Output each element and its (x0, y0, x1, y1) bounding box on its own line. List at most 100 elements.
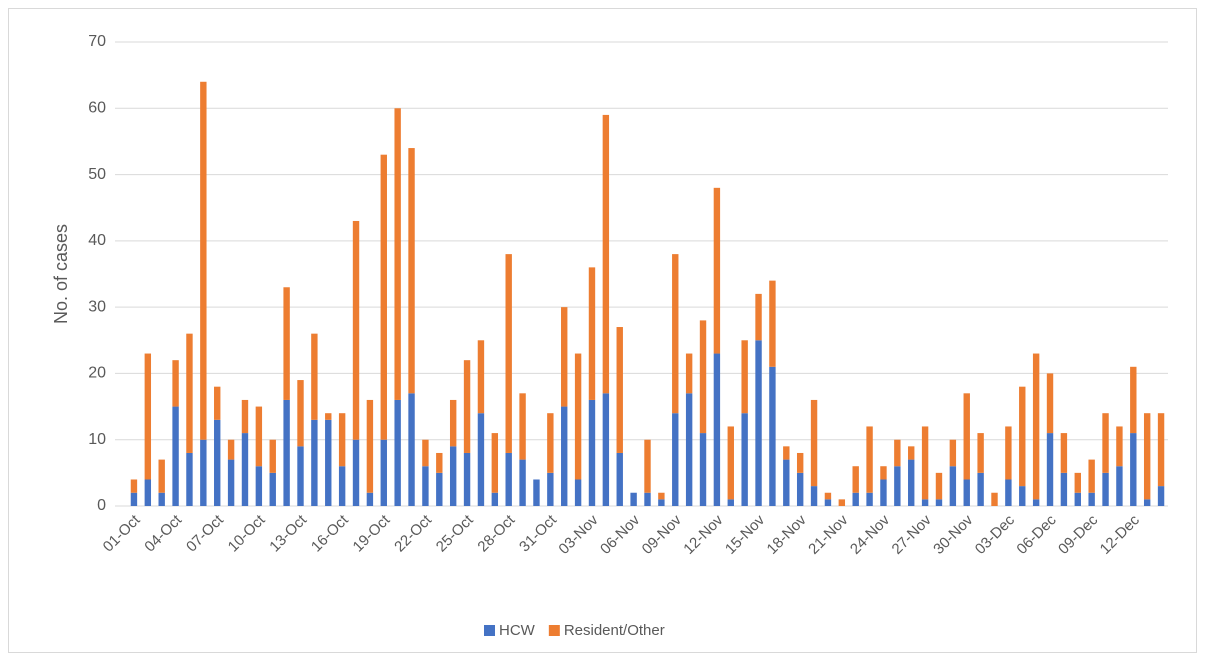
bar-segment (894, 439, 901, 467)
bar-segment (269, 439, 276, 473)
bar-segment (311, 419, 318, 506)
bar-segment (963, 479, 970, 506)
y-tick-label: 10 (88, 431, 106, 448)
bar-segment (158, 492, 165, 506)
bar-segment (1143, 413, 1151, 500)
bar-segment (338, 413, 346, 467)
y-tick-label: 50 (88, 166, 106, 183)
bar-segment (616, 452, 623, 506)
legend-label: Resident/Other (564, 622, 665, 639)
bar-segment (533, 479, 540, 506)
bar-segment (394, 108, 401, 400)
bar-segment (519, 459, 526, 506)
bar-segment (935, 472, 943, 500)
bar-segment (796, 472, 804, 506)
bar-segment (880, 466, 887, 480)
bar-segment (921, 426, 929, 500)
bar-segment (783, 459, 790, 506)
bar-segment (130, 492, 138, 506)
bar-segment (824, 499, 832, 506)
bar-segment (699, 320, 707, 434)
bar-segment (810, 399, 818, 487)
bar-segment (255, 466, 263, 506)
bar-segment (449, 399, 457, 447)
y-tick-label: 70 (88, 33, 106, 50)
bar-segment (255, 406, 263, 467)
bar-segment (1088, 459, 1095, 493)
legend-label: HCW (499, 622, 536, 639)
bar-segment (283, 287, 290, 400)
bar-segment (214, 419, 221, 506)
bar-segment (186, 452, 193, 506)
bar-segment (685, 393, 693, 506)
bar-segment (977, 433, 984, 473)
bar-segment (588, 399, 596, 506)
bar-segment (311, 333, 318, 420)
bar-segment (144, 353, 152, 480)
bar-segment (325, 413, 332, 420)
bar-segment (727, 426, 734, 500)
bar-segment (380, 154, 387, 440)
bar-segment (1060, 433, 1068, 473)
legend-swatch (484, 625, 495, 636)
bar-segment (1060, 472, 1068, 506)
bar-segment (921, 499, 929, 506)
bar-segment (1130, 433, 1137, 506)
bar-segment (436, 472, 443, 506)
bar-segment (491, 492, 499, 506)
bar-segment (1102, 413, 1109, 473)
bar-segment (463, 452, 471, 506)
bar-segment (685, 353, 693, 394)
bar-segment (519, 393, 526, 460)
bar-segment (852, 492, 859, 506)
bar-segment (408, 393, 415, 506)
y-tick-label: 0 (97, 497, 106, 514)
bar-segment (436, 452, 443, 473)
y-tick-label: 40 (88, 232, 106, 249)
bar-segment (144, 479, 152, 506)
bar-segment (505, 254, 512, 453)
bar-segment (602, 114, 610, 394)
bar-segment (1032, 499, 1040, 506)
bar-segment (755, 340, 762, 506)
bar-segment (880, 479, 887, 506)
bar-segment (491, 433, 499, 493)
bar-segment (672, 413, 679, 506)
bar-segment (214, 386, 221, 420)
bar-segment (644, 439, 651, 493)
bar-segment (297, 446, 304, 506)
bar-segment (325, 419, 332, 506)
legend-swatch (548, 625, 560, 636)
bar-segment (727, 499, 734, 506)
bar-segment (200, 81, 207, 440)
bar-segment (866, 492, 873, 506)
bar-segment (588, 267, 596, 400)
bar-segment (602, 393, 610, 506)
bar-segment (699, 433, 707, 506)
bar-segment (158, 459, 165, 493)
bar-segment (186, 333, 193, 453)
bar-segment (908, 459, 915, 506)
bar-segment (561, 406, 568, 506)
bar-segment (1102, 472, 1109, 506)
bar-segment (769, 366, 776, 506)
bar-segment (352, 439, 360, 506)
bar-segment (449, 446, 457, 506)
bar-segment (810, 486, 818, 506)
bar-segment (866, 426, 873, 493)
bar-segment (755, 293, 762, 341)
bar-segment (352, 220, 360, 440)
bar-segment (172, 360, 179, 407)
bar-segment (394, 399, 401, 506)
y-tick-label: 60 (88, 100, 106, 117)
bar-segment (463, 360, 471, 453)
bar-segment (227, 439, 235, 460)
bar-segment (1005, 426, 1012, 480)
bar-segment (616, 327, 623, 453)
bar-segment (838, 499, 846, 506)
bar-segment (1074, 472, 1081, 493)
bar-segment (269, 472, 276, 506)
bar-segment (713, 187, 721, 354)
